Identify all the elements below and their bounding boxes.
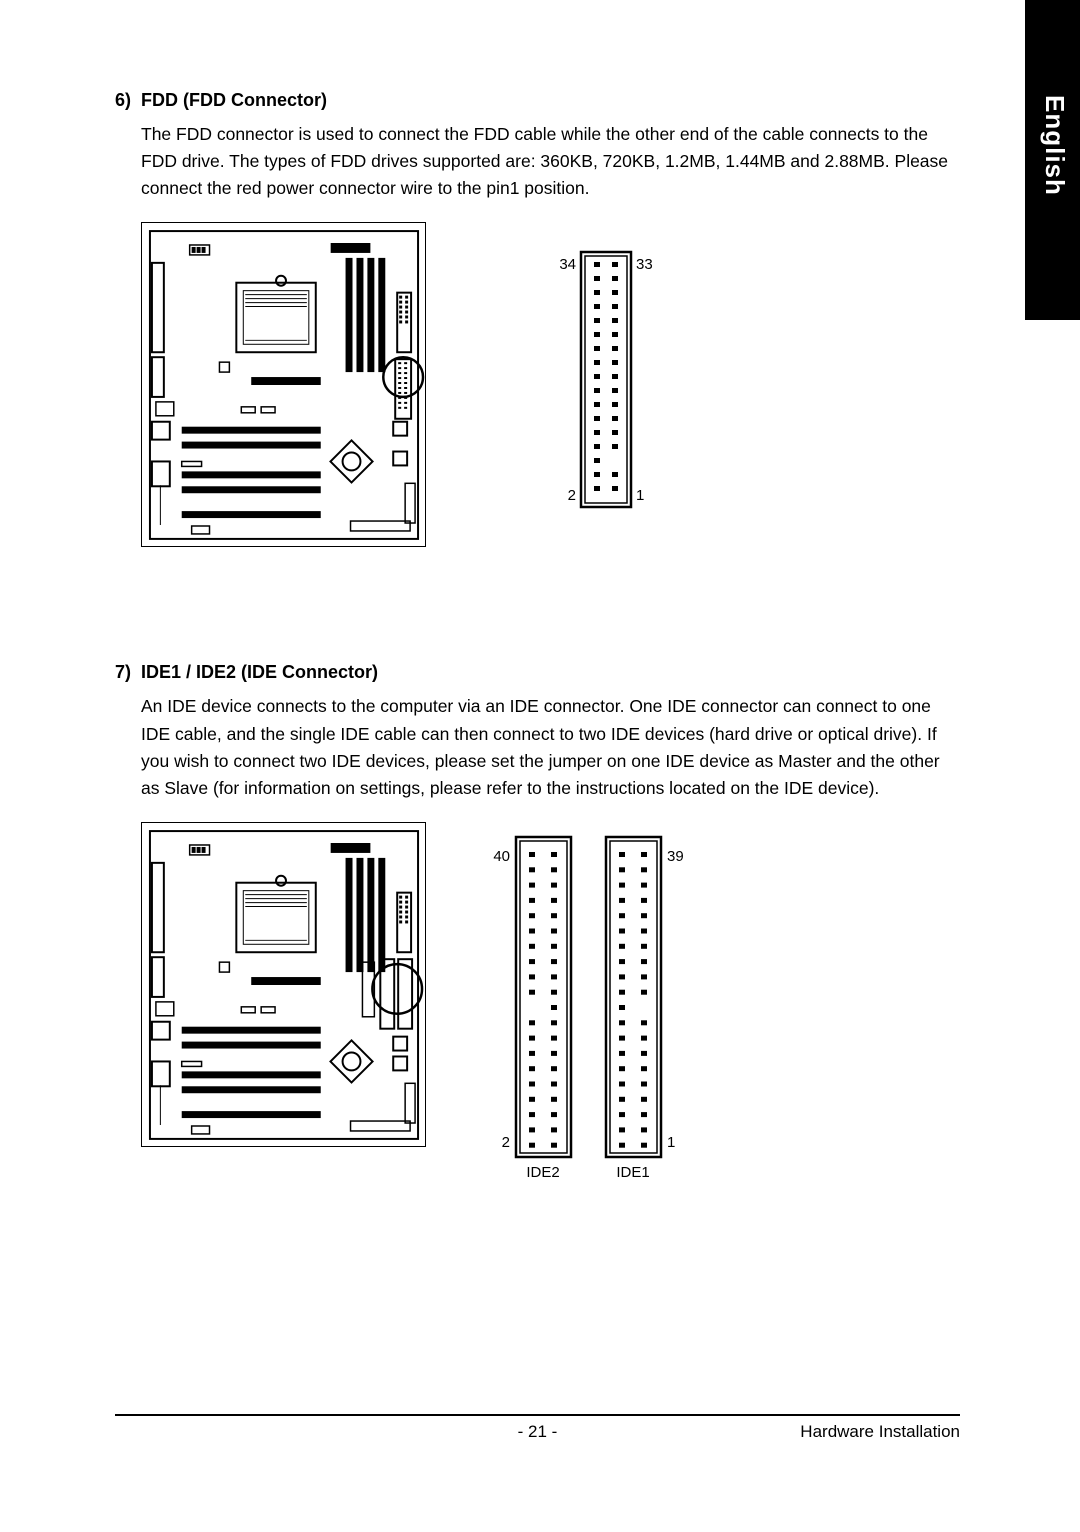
section-6-title: 6)FDD (FDD Connector) <box>115 90 960 111</box>
pin-label-34: 34 <box>559 256 576 273</box>
footer-page-number: - 21 - <box>518 1422 558 1442</box>
section-6-body: The FDD connector is used to connect the… <box>141 121 960 202</box>
ide2-label: IDE2 <box>526 1164 559 1181</box>
motherboard-diagram-7 <box>141 822 426 1147</box>
language-tab: English <box>1025 0 1080 320</box>
ide-pinout-diagram: 40 39 2 1 IDE2 IDE1 <box>466 822 736 1202</box>
pin-label-1: 1 <box>636 487 644 504</box>
section-7-title: 7)IDE1 / IDE2 (IDE Connector) <box>115 662 960 683</box>
page-footer: - 21 - Hardware Installation <box>115 1414 960 1442</box>
motherboard-diagram-6 <box>141 222 426 547</box>
section-6-figures: 34 33 2 1 <box>141 222 960 547</box>
pin-label-1b: 1 <box>667 1134 675 1151</box>
fdd-pinout-diagram: 34 33 2 1 <box>536 222 691 532</box>
pin-label-2: 2 <box>568 487 576 504</box>
section-6: 6)FDD (FDD Connector) The FDD connector … <box>115 90 960 547</box>
pin-label-2b: 2 <box>502 1134 510 1151</box>
footer-right: Hardware Installation <box>800 1422 960 1442</box>
ide1-label: IDE1 <box>616 1164 649 1181</box>
pin-label-33: 33 <box>636 256 653 273</box>
section-7-body: An IDE device connects to the computer v… <box>141 693 960 802</box>
page-content: 6)FDD (FDD Connector) The FDD connector … <box>115 90 960 1202</box>
section-7: 7)IDE1 / IDE2 (IDE Connector) An IDE dev… <box>115 662 960 1202</box>
section-7-figures: 40 39 2 1 IDE2 IDE1 <box>141 822 960 1202</box>
pin-label-40: 40 <box>493 848 510 865</box>
pin-label-39: 39 <box>667 848 684 865</box>
language-tab-label: English <box>1039 95 1070 196</box>
